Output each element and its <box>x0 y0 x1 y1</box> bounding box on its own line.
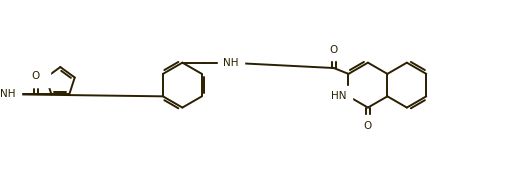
Text: NH: NH <box>1 89 16 99</box>
Text: HN: HN <box>331 91 346 101</box>
Text: O: O <box>36 71 45 82</box>
Text: O: O <box>32 71 40 81</box>
Text: O: O <box>330 45 338 55</box>
Text: NH: NH <box>224 58 239 68</box>
Text: O: O <box>364 121 372 131</box>
